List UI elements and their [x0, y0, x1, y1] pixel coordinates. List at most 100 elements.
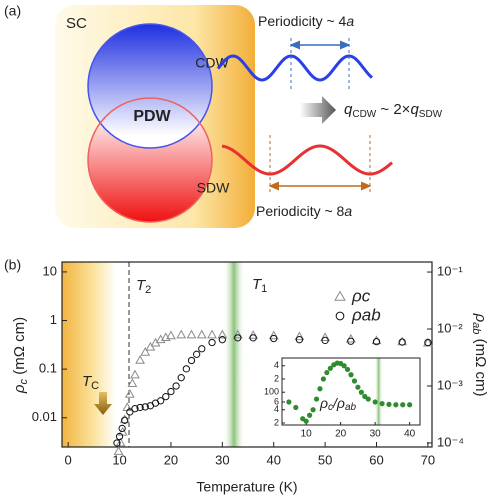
- inset-point: [310, 407, 316, 413]
- data-point: [115, 437, 126, 447]
- text: ab: [470, 322, 482, 334]
- data-point: [249, 334, 257, 342]
- data-point: [135, 355, 146, 364]
- data-point: [371, 335, 382, 345]
- text: 1: [261, 283, 267, 295]
- x-tick-label: 0: [65, 452, 72, 467]
- y-axis-label: ρc (mΩ cm): [11, 317, 30, 394]
- y2-tick-label: 10⁻¹: [437, 263, 463, 278]
- text: Periodicity ~ 4: [258, 13, 347, 29]
- y2-tick-label: 10⁻²: [437, 320, 463, 335]
- text: T: [82, 373, 93, 390]
- inset-point: [348, 372, 354, 378]
- inset-point: [351, 378, 358, 384]
- data-point: [141, 403, 149, 411]
- legend-marker: [334, 290, 346, 301]
- data-point: [176, 329, 187, 339]
- y-tick-label: 1: [50, 312, 57, 327]
- text: ρ: [11, 384, 28, 394]
- data-point: [217, 329, 228, 339]
- pdw-label: PDW: [133, 108, 171, 125]
- text: ρ: [319, 395, 328, 411]
- inset-y-tick-label: 100: [264, 387, 279, 397]
- x-axis-label: Temperature (K): [196, 479, 297, 495]
- inset-x-tick-label: 40: [404, 429, 416, 440]
- data-point: [208, 338, 216, 347]
- legend-label: ρc: [351, 286, 371, 305]
- text: (mΩ cm): [472, 334, 489, 396]
- inset-x-tick-label: 20: [335, 429, 347, 440]
- relation-arrow: [300, 96, 336, 124]
- sc-band: [62, 262, 116, 447]
- text: ρ: [472, 313, 489, 323]
- annotation: TC: [82, 373, 99, 392]
- data-point: [268, 330, 279, 340]
- text: CDW: [352, 109, 376, 120]
- inset-point: [324, 369, 330, 376]
- inset-point: [313, 396, 320, 402]
- annotation: T2: [136, 277, 151, 296]
- tc-arrow: [94, 392, 112, 415]
- x-tick-label: 70: [421, 452, 435, 467]
- inset-point: [341, 363, 347, 369]
- inset-y-tick-label: 4: [274, 404, 279, 414]
- data-point: [118, 424, 126, 433]
- data-point: [162, 393, 170, 401]
- data-point: [136, 403, 144, 412]
- inset-point: [386, 401, 392, 407]
- periodicity-bottom: Periodicity ~ 8a: [256, 203, 352, 219]
- text: ~ 2×: [376, 101, 410, 118]
- x-tick-label: 30: [215, 452, 229, 467]
- text: c: [18, 378, 30, 384]
- data-point: [119, 414, 130, 424]
- inset-band: [374, 358, 383, 425]
- text: SDW: [419, 109, 443, 120]
- q-relation: qCDW ~ 2×qSDW: [344, 101, 443, 120]
- data-point: [186, 329, 197, 339]
- inset-point: [400, 402, 406, 408]
- data-point: [248, 330, 259, 339]
- inset-y-tick-label: 2: [274, 417, 279, 427]
- data-point: [157, 397, 165, 405]
- inset-point: [307, 412, 313, 418]
- data-point: [127, 378, 138, 387]
- x-tick-label: 10: [112, 452, 126, 467]
- inset-point: [303, 418, 309, 424]
- text: T: [136, 277, 147, 294]
- data-point: [124, 389, 135, 398]
- inset-point: [372, 399, 378, 405]
- data-point: [398, 338, 406, 346]
- text: a: [344, 203, 352, 219]
- data-point: [294, 331, 305, 341]
- plot-frame: [61, 261, 433, 448]
- text: 2: [145, 284, 151, 296]
- periodicity-top: Periodicity ~ 4a: [258, 13, 354, 29]
- data-point: [182, 365, 191, 373]
- legend-marker: [335, 311, 345, 321]
- text: c: [328, 402, 333, 413]
- data-point: [295, 336, 304, 344]
- y2-tick-label: 10⁻³: [437, 377, 463, 392]
- inset-frame: [281, 357, 421, 426]
- plot: 0 10 20 30 40 50 60 70 10 1 0.1 0.01 10⁻¹ 10⁻² 10⁻³ 10⁻…: [32, 261, 464, 467]
- legend-label: ρab: [351, 305, 381, 324]
- inset-point: [407, 402, 413, 408]
- t1-band: [223, 262, 245, 447]
- data-point: [198, 345, 206, 353]
- x-tick-label: 60: [369, 452, 383, 467]
- data-point: [167, 387, 175, 396]
- cdw-circle: [87, 23, 213, 149]
- annotation: T1: [252, 276, 267, 295]
- sdw-outline: [87, 97, 213, 223]
- data-point: [424, 338, 432, 347]
- inset-label: ρc/ρab: [319, 395, 357, 413]
- inset-point: [344, 366, 351, 373]
- data-point: [218, 336, 226, 344]
- data-point: [113, 439, 121, 447]
- y-tick-label: 10: [43, 263, 57, 278]
- text: (mΩ cm): [11, 317, 28, 379]
- data-point: [166, 330, 176, 340]
- data-point: [320, 332, 331, 342]
- data-point: [177, 374, 185, 382]
